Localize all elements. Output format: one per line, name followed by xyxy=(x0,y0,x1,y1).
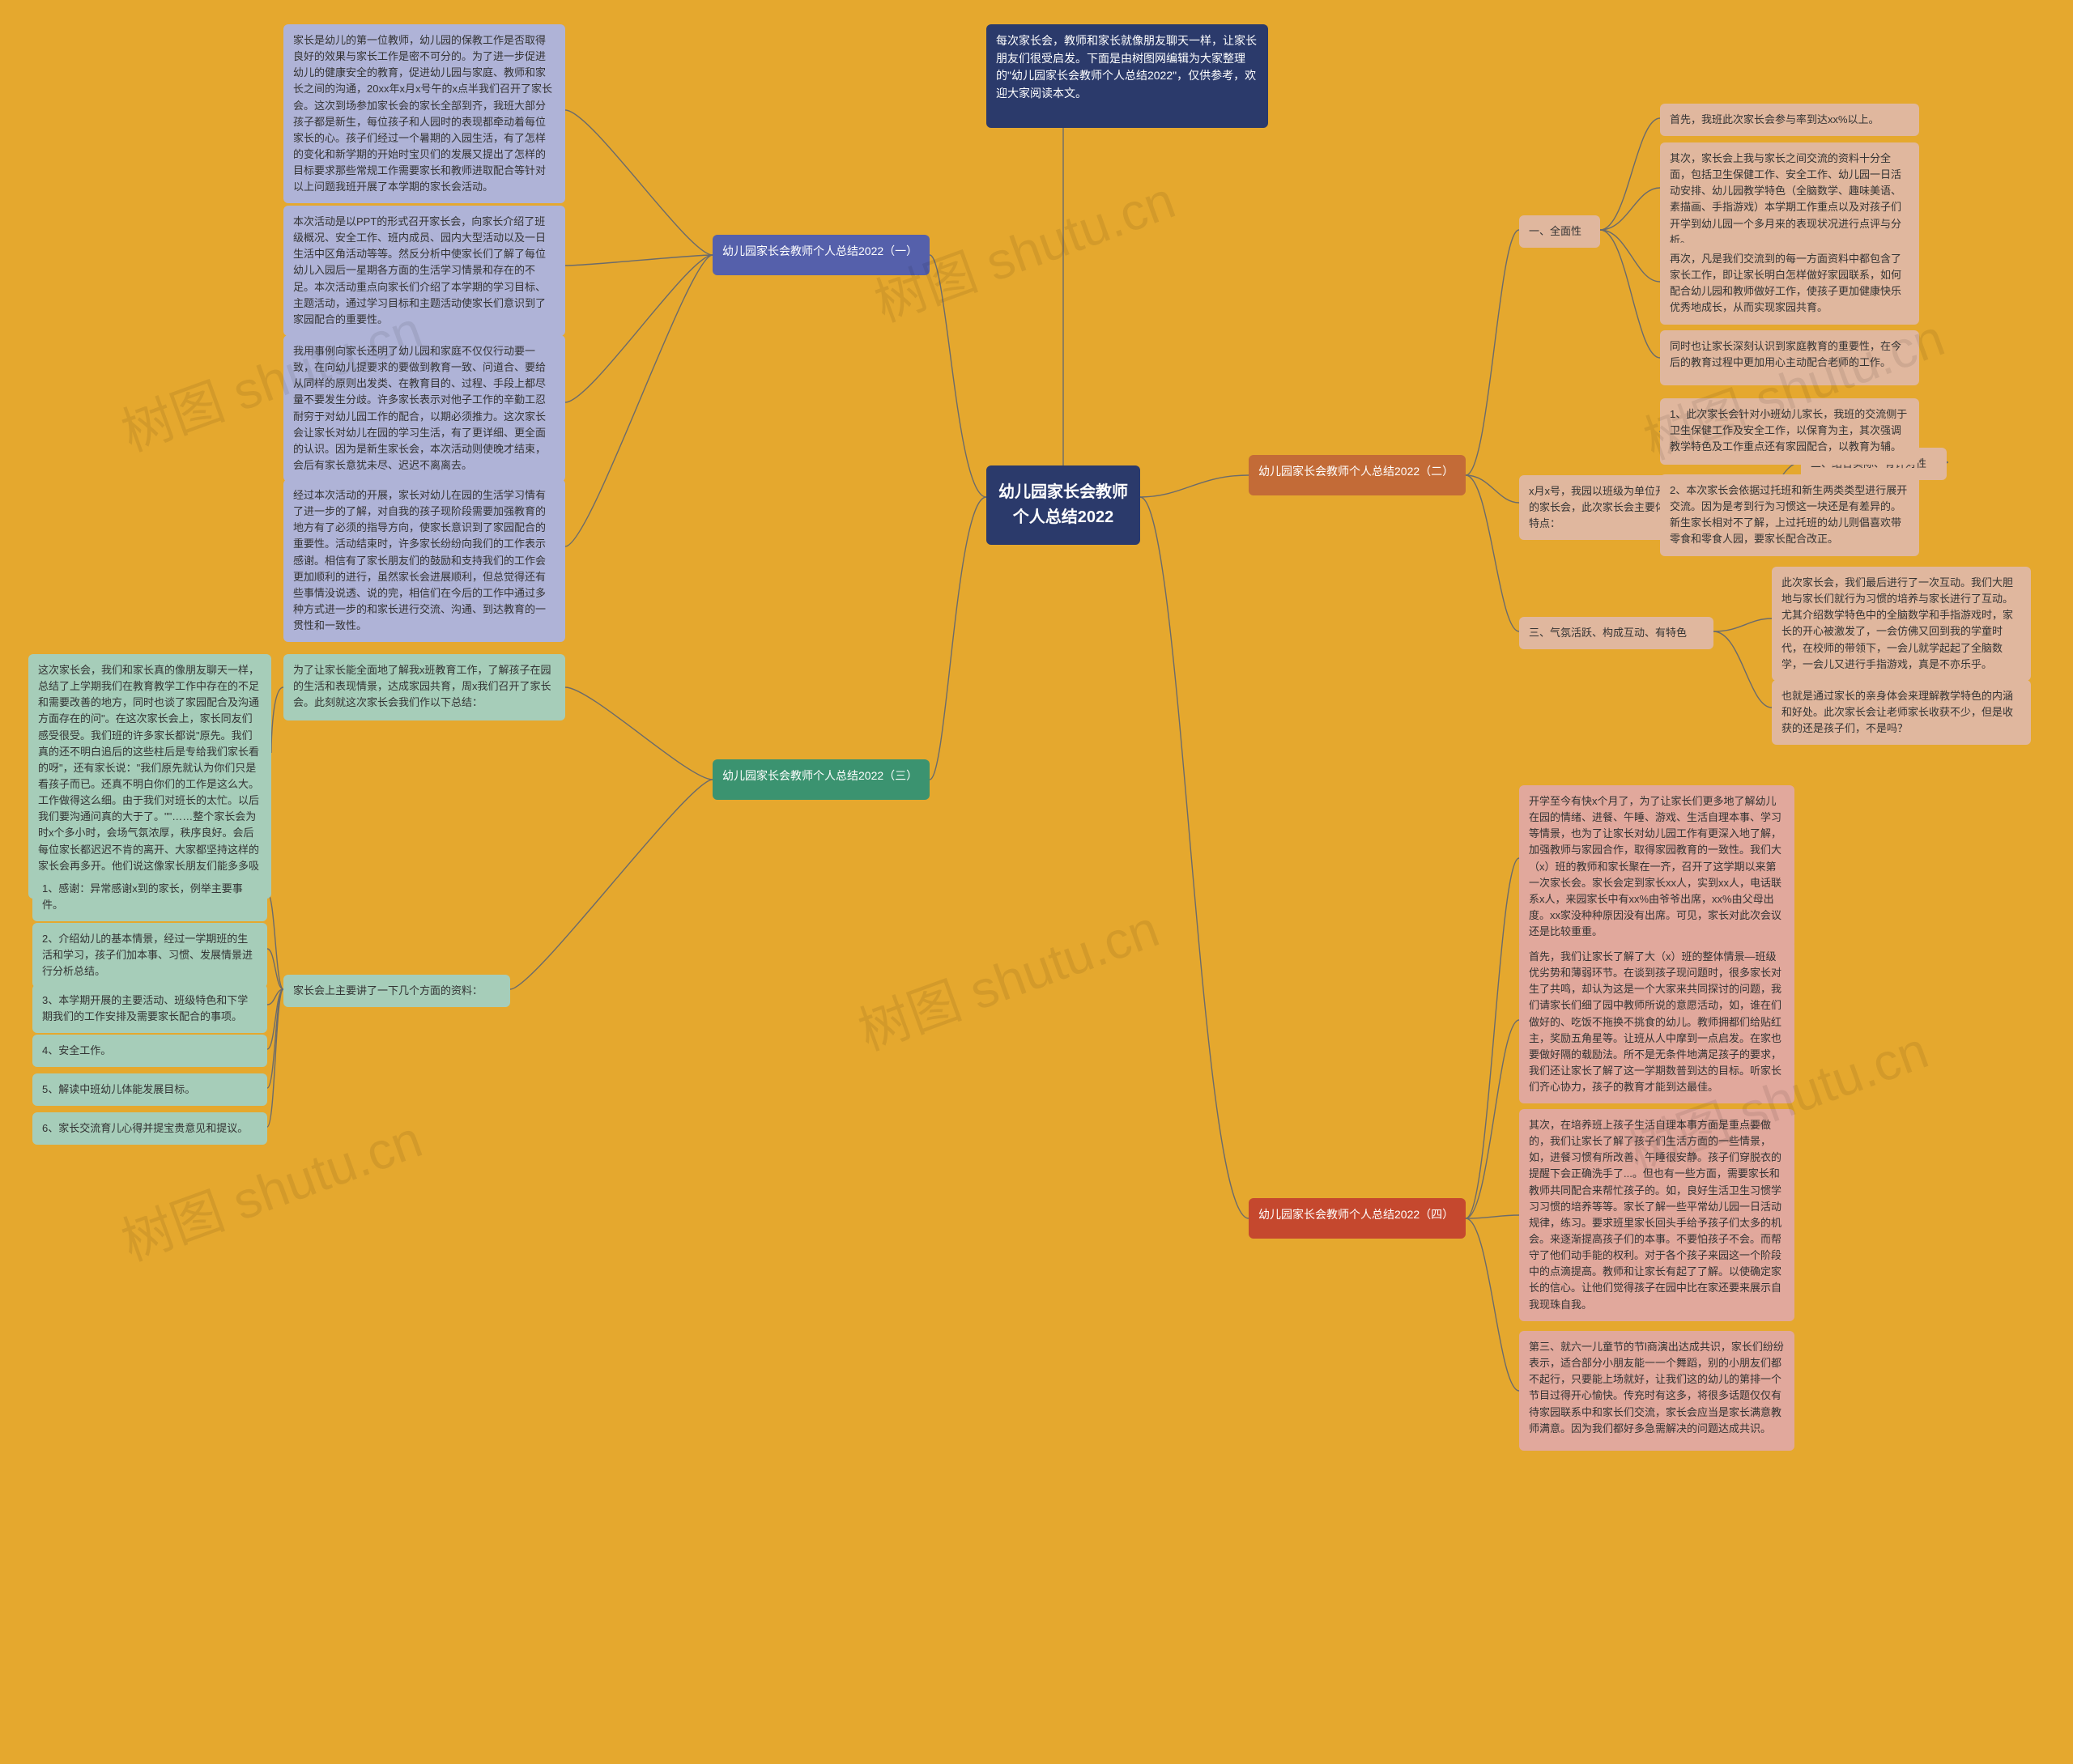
section-2-h3-n2: 也就是通过家长的亲身体会来理解教学特色的内涵和好处。此次家长会让老师家长收获不少… xyxy=(1772,680,2031,745)
intro-node: 每次家长会，教师和家长就像朋友聊天一样，让家长朋友们很受启发。下面是由树图网编辑… xyxy=(986,24,1268,128)
section-2-h2-n2: 2、本次家长会依据过托班和新生两类类型进行展开交流。因为是考到行为习惯这一块还是… xyxy=(1660,474,1919,556)
section-3-list-6: 6、家长交流育儿心得并提宝贵意见和提议。 xyxy=(32,1112,267,1145)
section-1-title: 幼儿园家长会教师个人总结2022（一） xyxy=(713,235,930,275)
section-2-h3-n1: 此次家长会，我们最后进行了一次互动。我们大胆地与家长们就行为习惯的培养与家长进行… xyxy=(1772,567,2031,681)
section-3-big: 这次家长会，我们和家长真的像朋友聊天一样，总结了上学期我们在教育教学工作中存在的… xyxy=(28,654,271,899)
section-4-note-3: 其次，在培养班上孩子生活自理本事方面是重点要做的，我们让家长了解了孩子们生活方面… xyxy=(1519,1109,1794,1321)
section-2-h3: 三、气氛活跃、构成互动、有特色 xyxy=(1519,617,1713,649)
section-1-note-3: 我用事例向家长还明了幼儿园和家庭不仅仅行动要一致，在向幼儿提要求的要做到教育一致… xyxy=(283,335,565,482)
section-2-title: 幼儿园家长会教师个人总结2022（二） xyxy=(1249,455,1466,495)
section-3-list-2: 2、介绍幼儿的基本情景，经过一学期班的生活和学习，孩子们加本事、习惯、发展情景进… xyxy=(32,923,267,988)
section-2-h1-n4: 同时也让家长深刻认识到家庭教育的重要性，在今后的教育过程中更加用心主动配合老师的… xyxy=(1660,330,1919,385)
section-1-note-1: 家长是幼儿的第一位教师，幼儿园的保教工作是否取得良好的效果与家长工作是密不可分的… xyxy=(283,24,565,203)
section-3-list-4: 4、安全工作。 xyxy=(32,1035,267,1067)
section-4-note-2: 首先，我们让家长了解了大（x）班的整体情景—班级优劣势和薄弱环节。在谈到孩子现问… xyxy=(1519,941,1794,1103)
section-2-h1-n2: 其次，家长会上我与家长之间交流的资料十分全面，包括卫生保健工作、安全工作、幼儿园… xyxy=(1660,142,1919,257)
section-3-top: 为了让家长能全面地了解我x班教育工作，了解孩子在园的生活和表现情景，达成家园共育… xyxy=(283,654,565,720)
center-node: 幼儿园家长会教师个人总结2022 xyxy=(986,465,1140,545)
section-4-note-4: 第三、就六一儿童节的节l商演出达成共识，家长们纷纷表示，适合部分小朋友能一一个舞… xyxy=(1519,1331,1794,1451)
section-2-h1-n3: 再次，凡是我们交流到的每一方面资料中都包含了家长工作，即让家长明白怎样做好家园联… xyxy=(1660,243,1919,325)
section-4-note-1: 开学至今有快x个月了，为了让家长们更多地了解幼儿在园的情绪、进餐、午睡、游戏、生… xyxy=(1519,785,1794,948)
section-2-h1-n1: 首先，我班此次家长会参与率到达xx%以上。 xyxy=(1660,104,1919,136)
section-3-title: 幼儿园家长会教师个人总结2022（三） xyxy=(713,759,930,800)
section-4-title: 幼儿园家长会教师个人总结2022（四） xyxy=(1249,1198,1466,1239)
section-2-h1: 一、全面性 xyxy=(1519,215,1600,248)
section-3-list-1: 1、感谢：异常感谢x到的家长，例举主要事件。 xyxy=(32,873,267,921)
section-2-h2-n1: 1、此次家长会针对小班幼儿家长，我班的交流侧于卫生保健工作及安全工作，以保育为主… xyxy=(1660,398,1919,465)
watermark: 树图 shutu.cn xyxy=(847,887,1168,1065)
section-3-list-head: 家长会上主要讲了一下几个方面的资料： xyxy=(283,975,510,1007)
section-1-note-2: 本次活动是以PPT的形式召开家长会，向家长介绍了班级概况、安全工作、班内成员、园… xyxy=(283,206,565,336)
section-3-list-5: 5、解读中班幼儿体能发展目标。 xyxy=(32,1073,267,1106)
section-3-list-3: 3、本学期开展的主要活动、班级特色和下学期我们的工作安排及需要家长配合的事项。 xyxy=(32,984,267,1033)
section-1-note-4: 经过本次活动的开展，家长对幼儿在园的生活学习情有了进一步的了解，对自我的孩子现阶… xyxy=(283,479,565,642)
